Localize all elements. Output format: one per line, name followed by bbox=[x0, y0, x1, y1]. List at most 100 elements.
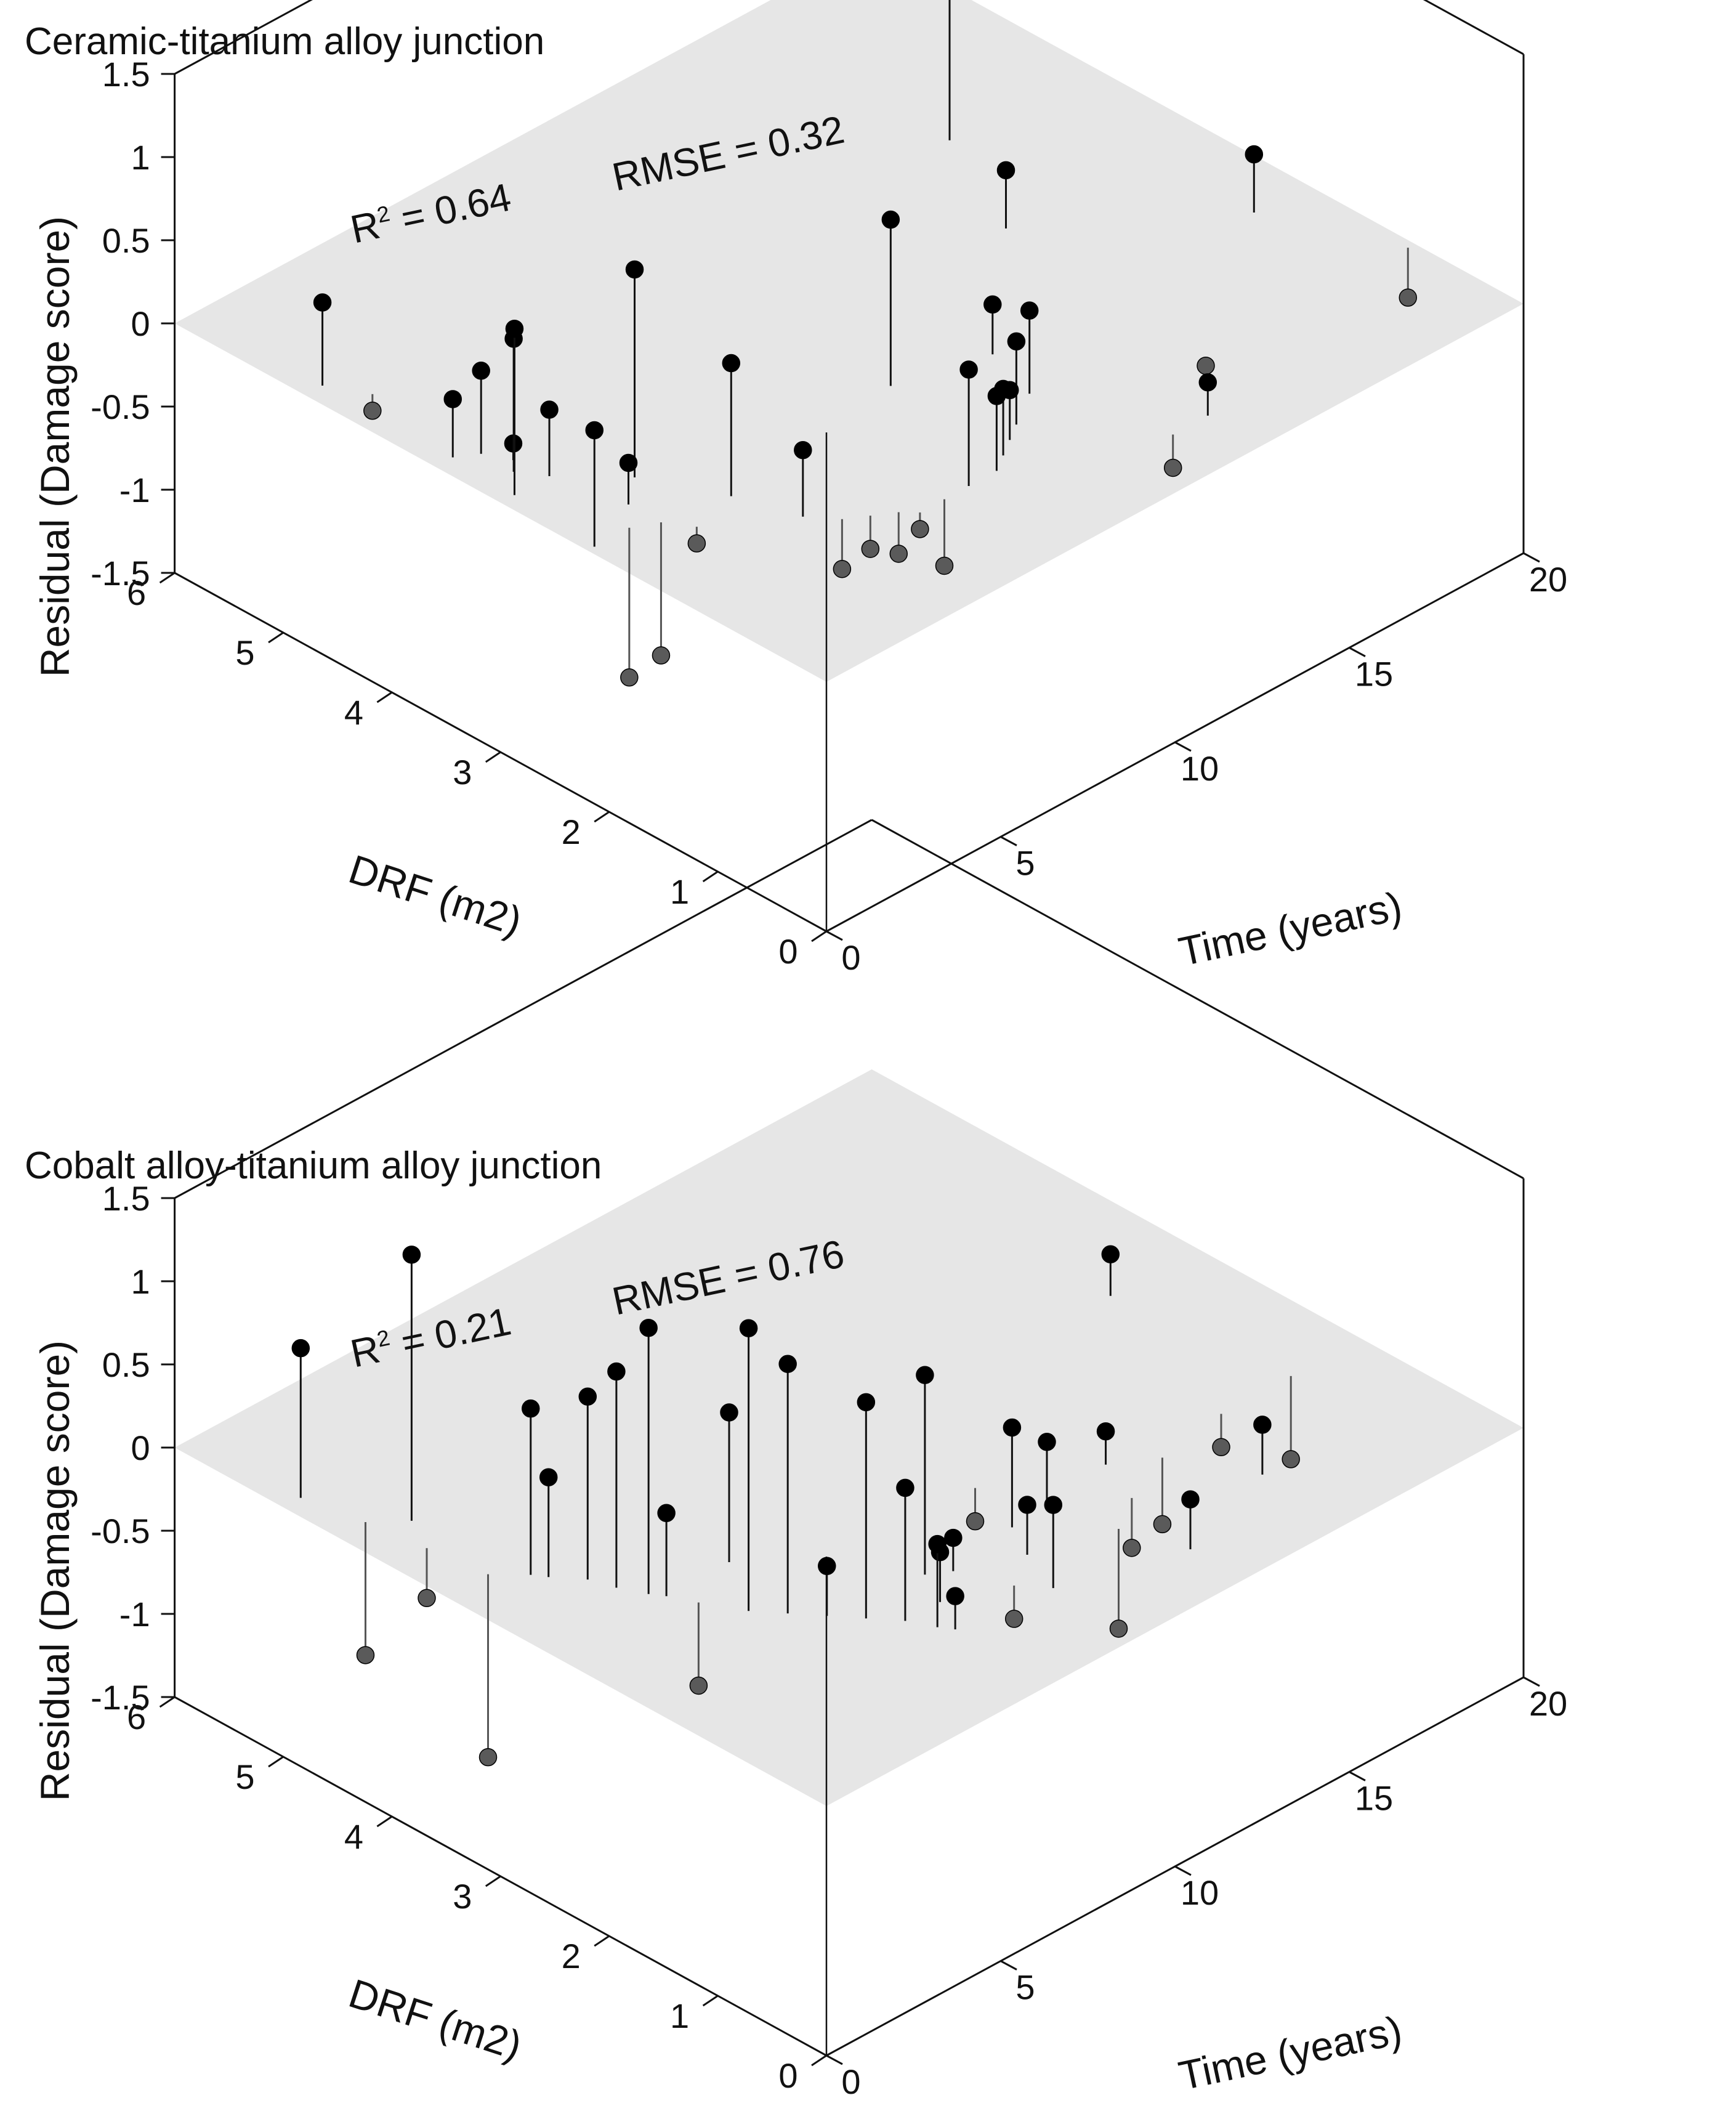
time-tick-label: 15 bbox=[1355, 655, 1393, 694]
time-axis-label: Time (years) bbox=[1175, 2007, 1406, 2099]
data-point bbox=[443, 390, 462, 408]
data-point bbox=[1153, 1515, 1172, 1534]
data-point bbox=[857, 1393, 876, 1412]
chart-title: Cobalt alloy-titanium alloy junction bbox=[25, 1145, 602, 1187]
residual-tick-label: 0.5 bbox=[102, 1345, 150, 1384]
data-point bbox=[959, 360, 978, 379]
data-point bbox=[935, 556, 954, 575]
data-point bbox=[720, 1403, 738, 1422]
data-point bbox=[1004, 1610, 1023, 1628]
data-point bbox=[1038, 1433, 1056, 1451]
box-edge-top-right bbox=[871, 819, 1524, 1180]
drf-tick-label: 5 bbox=[235, 1757, 254, 1796]
data-point bbox=[1101, 1245, 1120, 1263]
residual-tick-label: -0.5 bbox=[91, 1512, 150, 1550]
drf-tick bbox=[702, 1995, 719, 2007]
data-point bbox=[639, 1318, 658, 1337]
data-point bbox=[889, 545, 908, 563]
residual-tick-label: 0.5 bbox=[102, 221, 150, 260]
drf-tick-label: 0 bbox=[778, 2056, 797, 2095]
residual-tick-label: 0 bbox=[131, 304, 150, 343]
data-point bbox=[996, 161, 1015, 180]
data-point bbox=[946, 1587, 964, 1605]
data-point bbox=[356, 1646, 375, 1664]
data-point bbox=[739, 1319, 758, 1337]
data-point bbox=[861, 540, 880, 558]
data-point bbox=[1197, 356, 1215, 375]
data-point bbox=[1212, 1438, 1230, 1457]
drf-tick-label: 5 bbox=[235, 633, 254, 672]
panel-cobalt: 051015200123456-1.5-1-0.500.511.5Cobalt … bbox=[25, 819, 1567, 2101]
time-tick bbox=[1349, 647, 1366, 657]
drf-tick-label: 6 bbox=[127, 1698, 146, 1736]
drf-tick bbox=[268, 1756, 284, 1768]
panel-ceramic: 0 5 10 15 20 0 1 2 3 4 5 6-1.5 -1 -0.5 0 0.5 1 1.5Ceramic… bbox=[25, 0, 1567, 977]
data-point bbox=[578, 1387, 597, 1406]
drf-tick-label: 2 bbox=[562, 812, 581, 851]
data-point bbox=[722, 354, 741, 373]
drf-tick-label: 1 bbox=[670, 1996, 689, 2035]
time-tick bbox=[826, 930, 843, 941]
data-point bbox=[540, 400, 559, 419]
time-tick-label: 5 bbox=[1015, 1968, 1035, 2007]
drf-tick-label: 3 bbox=[453, 753, 472, 792]
data-point bbox=[833, 560, 852, 578]
data-point bbox=[1044, 1496, 1063, 1514]
data-point bbox=[402, 1246, 421, 1264]
data-point bbox=[687, 534, 706, 553]
data-point bbox=[1007, 332, 1026, 350]
drf-tick-label: 6 bbox=[127, 573, 146, 612]
data-point bbox=[313, 293, 332, 312]
time-tick bbox=[826, 2054, 843, 2065]
data-point bbox=[607, 1362, 626, 1381]
time-tick-label: 5 bbox=[1015, 844, 1035, 883]
data-point bbox=[794, 440, 812, 460]
data-point bbox=[689, 1676, 708, 1695]
time-tick bbox=[1000, 836, 1017, 846]
data-point bbox=[625, 260, 644, 279]
data-point bbox=[363, 402, 382, 420]
time-tick-label: 10 bbox=[1181, 1873, 1219, 1912]
residual-tick-label: 0 bbox=[131, 1428, 150, 1467]
data-point bbox=[1245, 145, 1264, 164]
data-point bbox=[522, 1399, 540, 1418]
time-tick bbox=[1349, 1771, 1366, 1781]
data-point bbox=[911, 520, 929, 538]
data-point bbox=[916, 1366, 934, 1384]
residual-tick-label: -0.5 bbox=[91, 387, 150, 426]
time-tick-label: 15 bbox=[1355, 1779, 1393, 1818]
residual-tick-label: -1.5 bbox=[91, 1678, 150, 1717]
zero-plane bbox=[174, 0, 1524, 682]
drf-tick bbox=[702, 870, 719, 883]
drf-tick-label: 4 bbox=[344, 1817, 363, 1856]
drf-tick bbox=[159, 572, 176, 584]
data-point bbox=[1003, 1418, 1022, 1437]
data-point bbox=[619, 453, 638, 472]
drf-tick-label: 0 bbox=[778, 932, 797, 971]
drf-tick-label: 4 bbox=[344, 693, 363, 732]
data-point bbox=[983, 295, 1002, 314]
drf-tick bbox=[268, 631, 284, 644]
data-point bbox=[291, 1339, 310, 1358]
residual-tick-label: 1.5 bbox=[102, 55, 150, 94]
time-tick bbox=[1000, 1960, 1017, 1971]
residual-tick-label: -1.5 bbox=[91, 554, 150, 593]
data-point bbox=[539, 1468, 558, 1486]
data-point bbox=[1020, 301, 1039, 320]
residual-tick-label: 1 bbox=[131, 1262, 150, 1301]
data-point bbox=[1096, 1422, 1115, 1441]
data-point bbox=[657, 1504, 676, 1523]
drf-tick bbox=[485, 751, 501, 763]
data-point bbox=[505, 319, 524, 338]
data-point bbox=[896, 1478, 914, 1497]
data-point bbox=[478, 1748, 498, 1767]
data-point bbox=[818, 1557, 836, 1576]
time-tick-label: 20 bbox=[1529, 1684, 1567, 1723]
drf-tick-label: 3 bbox=[453, 1877, 472, 1916]
time-tick bbox=[1174, 1865, 1192, 1876]
data-point bbox=[1399, 288, 1418, 307]
time-tick-label: 20 bbox=[1529, 560, 1567, 599]
data-point bbox=[472, 362, 490, 380]
residual-axis-label: Residual (Damage score) bbox=[32, 1340, 78, 1801]
